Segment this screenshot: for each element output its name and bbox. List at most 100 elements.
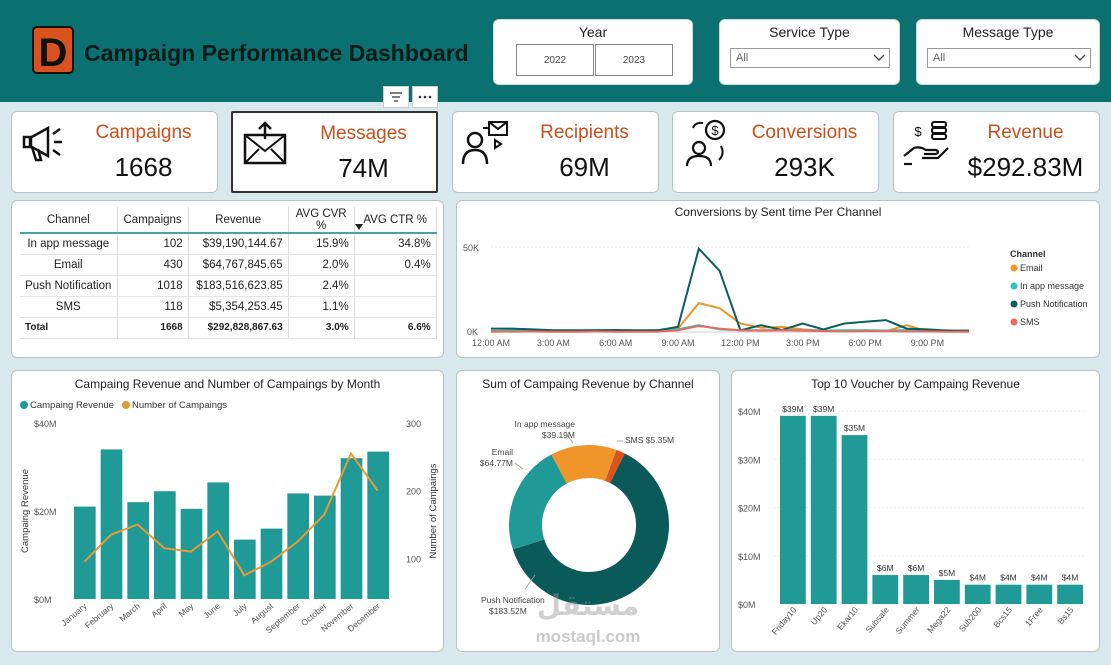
data-label: $6M [908, 563, 925, 573]
cell: $5,354,253.45 [188, 296, 289, 318]
cell: 15.9% [288, 233, 355, 255]
x-tick-label: 9:00 AM [662, 338, 695, 348]
leader-line [524, 574, 536, 590]
cell: 2.4% [288, 275, 355, 297]
donut-chart-title: Sum of Campaing Revenue by Channel [482, 377, 694, 391]
kpi-conversions-value: 293K [774, 152, 835, 182]
legend-marker [1010, 300, 1018, 308]
donut-slice-push-notification [512, 453, 669, 605]
voucher-chart-title: Top 10 Voucher by Campaing Revenue [811, 377, 1020, 391]
col-avg-cvr[interactable]: AVG CVR % [288, 207, 355, 234]
more-options-button[interactable] [412, 86, 438, 108]
watermark-latin: mostaql.com [535, 627, 641, 646]
sort-desc-icon[interactable] [354, 223, 364, 231]
cell: $39,190,144.67 [188, 233, 289, 255]
series-line-sms [490, 324, 969, 333]
col-revenue[interactable]: Revenue [188, 207, 289, 234]
revenue-bar [100, 449, 123, 599]
col-campaigns[interactable]: Campaigns [117, 207, 189, 234]
filter-icon [390, 92, 402, 102]
x-tick-label: Mega22 [925, 605, 953, 635]
table-row[interactable]: Email 430 $64,767,845.65 2.0% 0.4% [20, 254, 437, 276]
x-tick-label: June [201, 601, 222, 621]
col-channel[interactable]: Channel [20, 207, 118, 234]
kpi-conversions-card[interactable]: $ Conversions 293K [672, 111, 879, 193]
x-tick-label: Ekar10 [835, 605, 860, 632]
x-tick-label: 9:00 PM [911, 338, 945, 348]
x-tick-label: 3:00 AM [537, 338, 570, 348]
kpi-revenue-card[interactable]: $ Revenue $292.83M [893, 111, 1100, 193]
table-header-row: Channel Campaigns Revenue AVG CVR % AVG … [20, 207, 437, 234]
message-type-value: All [933, 52, 946, 64]
legend-label: SMS [1020, 317, 1040, 327]
revenue-bar [207, 482, 229, 599]
voucher-bar [1057, 584, 1083, 604]
donut-slice-sms [605, 449, 625, 483]
cell: 1018 [117, 275, 189, 297]
x-tick-label: Bcs15 [991, 605, 1014, 630]
voucher-chart: $40M $30M $20M $10M $0M $39M Friday10 $39M Up20 $… [738, 404, 1086, 637]
x-tick-label: Subsale [863, 605, 891, 635]
data-label: $5M [939, 568, 956, 578]
x-tick-label: Bs15 [1056, 605, 1076, 626]
donut-chart: SMS $5.35M Push Notification$183.52M Email… [480, 419, 674, 616]
kpi-revenue-label: Revenue [987, 122, 1064, 143]
y2-axis-label: Number of Campaings [428, 463, 439, 558]
x-tick-label: February [83, 600, 116, 630]
legend-title: Channel [1010, 249, 1046, 259]
legend-marker [1010, 264, 1018, 272]
cell: 34.8% [354, 233, 437, 255]
kpi-campaigns-value: 1668 [114, 152, 173, 182]
x-tick-label: Up20 [809, 605, 830, 627]
year-2022-button[interactable]: 2022 [516, 44, 594, 76]
svg-text:$: $ [711, 123, 719, 138]
slice-value: $64.77M [480, 458, 513, 468]
year-slicer-title: Year [578, 24, 608, 40]
table-row[interactable]: SMS 118 $5,354,253.45 1.1% [20, 296, 437, 318]
slice-value: $39.19M [542, 430, 575, 440]
donut-slice-in-app-message [551, 445, 617, 484]
service-type-value: All [736, 52, 749, 64]
table-row[interactable]: Push Notification 1018 $183,516,623.85 2… [20, 275, 437, 297]
slice-value: $183.52M [489, 606, 527, 616]
cell: 1668 [117, 316, 189, 339]
cell: In app message [20, 233, 118, 255]
y2-tick-label: 100 [406, 554, 421, 564]
kpi-messages-label: Messages [320, 123, 407, 144]
cell: 102 [117, 233, 189, 255]
x-tick-label: 3:00 PM [786, 338, 820, 348]
legend-label: Email [1020, 263, 1043, 273]
leader-line [566, 434, 574, 444]
revenue-bar [127, 502, 149, 599]
y-tick-label: 50K [463, 243, 479, 253]
cell: 0.4% [354, 254, 437, 276]
message-type-dropdown[interactable]: All [927, 48, 1091, 68]
kpi-campaigns-card[interactable]: Campaigns 1668 [11, 111, 218, 193]
voucher-bar [934, 579, 960, 604]
service-type-dropdown[interactable]: All [730, 48, 890, 68]
slice-label: Email [492, 447, 513, 457]
col-avg-ctr[interactable]: AVG CTR % [354, 207, 437, 234]
year-2023-button[interactable]: 2023 [595, 44, 673, 76]
chevron-down-icon [873, 54, 885, 61]
data-label: $39M [813, 404, 834, 414]
kpi-recipients-card[interactable]: Recipients 69M [452, 111, 659, 193]
revenue-bar [367, 451, 389, 599]
svg-text:$: $ [914, 124, 922, 139]
series-line-email [490, 301, 970, 333]
revenue-bar [154, 491, 176, 599]
cell: 118 [117, 296, 189, 318]
combo-chart-title: Campaing Revenue and Number of Campaings… [74, 377, 381, 391]
combo-chart: Campaing Revenue Number of Campaings $40M $… [20, 400, 439, 635]
y-tick-label: 0K [467, 327, 478, 337]
voucher-bar [995, 584, 1022, 604]
message-type-title: Message Type [962, 24, 1054, 40]
kpi-messages-card[interactable]: Messages 74M [231, 111, 438, 193]
y-tick-label: $0M [738, 600, 756, 610]
legend-label: Campaing Revenue [30, 400, 114, 411]
recipient-icon [461, 121, 508, 165]
table-row[interactable]: In app message 102 $39,190,144.67 15.9% … [20, 233, 437, 255]
cell: 1.1% [288, 296, 355, 318]
voucher-bar [872, 575, 899, 604]
filter-button[interactable] [383, 86, 409, 108]
